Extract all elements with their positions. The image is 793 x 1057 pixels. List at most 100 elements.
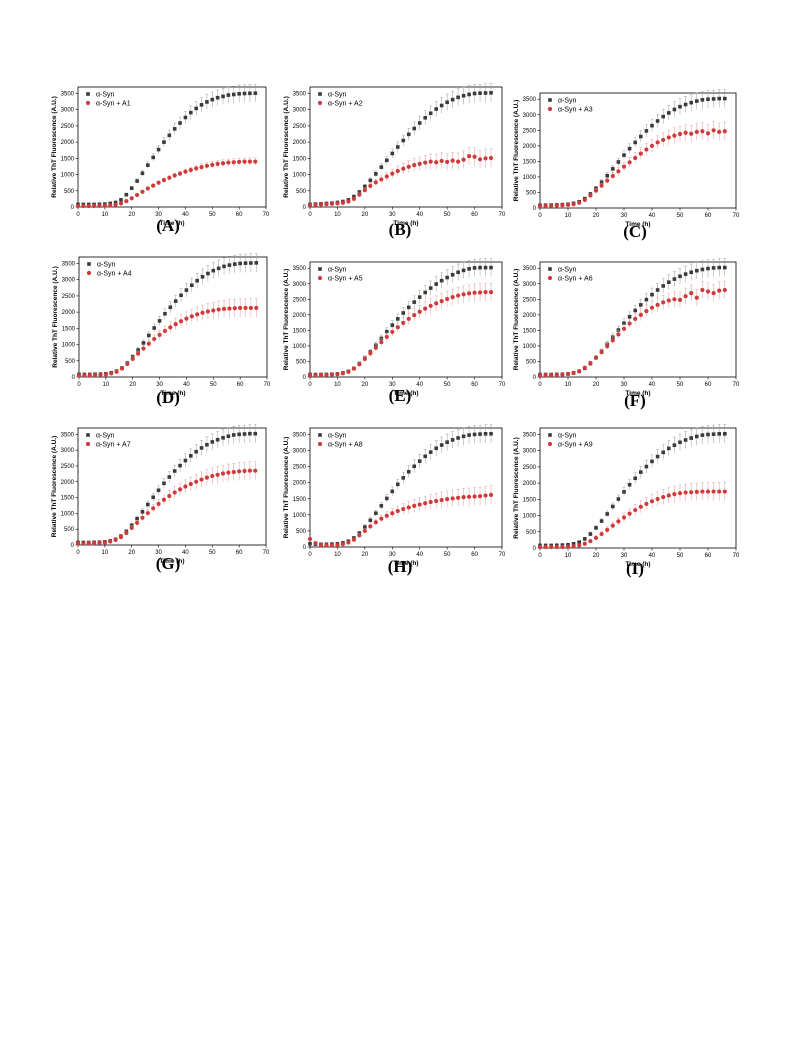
data-point — [622, 321, 626, 326]
y-tick-label: 1500 — [61, 496, 75, 502]
x-tick-label: 40 — [649, 213, 656, 219]
data-point — [711, 266, 716, 270]
data-point — [412, 464, 417, 469]
legend: α-Syn α-Syn + A7 — [85, 432, 131, 448]
data-point — [616, 169, 621, 174]
data-point — [666, 135, 671, 140]
y-tick-label: 1500 — [61, 156, 75, 162]
legend-marker-square — [87, 262, 91, 266]
data-point — [238, 261, 242, 266]
data-point — [243, 305, 248, 311]
data-point — [456, 270, 460, 275]
data-point — [627, 160, 632, 165]
data-point — [362, 528, 367, 534]
legend: α-Syn α-Syn + A5 — [317, 266, 363, 282]
data-point — [183, 115, 188, 120]
y-tick-label: 2000 — [293, 140, 307, 146]
x-tick-label: 20 — [593, 553, 600, 559]
data-point — [179, 293, 183, 298]
data-point — [423, 501, 428, 506]
data-point — [445, 100, 449, 105]
chart-panel-9: 0 10 20 30 40 50 60 70 0 500 1000 1500 2000 2500 3000 3… — [513, 424, 740, 568]
data-point — [231, 433, 236, 437]
data-point — [194, 479, 199, 484]
y-tick-label: 1500 — [293, 497, 307, 503]
x-tick-label: 30 — [621, 382, 628, 388]
data-point — [644, 464, 649, 469]
x-tick-label: 50 — [209, 550, 216, 556]
data-point — [340, 371, 346, 376]
data-point — [313, 541, 318, 546]
data-point — [318, 542, 324, 548]
data-point — [466, 153, 472, 159]
x-tick-label: 50 — [677, 553, 684, 559]
data-point — [216, 307, 221, 312]
data-point — [723, 265, 727, 270]
x-axis-title: Time (h) — [625, 561, 650, 568]
data-point — [705, 131, 711, 136]
data-point — [102, 203, 107, 208]
data-point — [478, 91, 482, 95]
data-point — [456, 95, 460, 100]
data-point — [434, 107, 438, 111]
data-point — [649, 499, 655, 504]
data-point — [220, 161, 226, 166]
data-point — [488, 492, 494, 497]
data-point — [97, 540, 102, 545]
data-point — [346, 540, 351, 545]
data-point — [215, 95, 220, 100]
data-point — [390, 329, 395, 335]
data-point — [199, 446, 204, 450]
data-point — [231, 469, 236, 475]
data-point — [689, 100, 693, 105]
y-tick-label: 2000 — [293, 313, 307, 319]
y-tick-label: 500 — [526, 190, 537, 196]
data-point — [215, 472, 220, 477]
data-point — [172, 490, 177, 495]
x-tick-label: 10 — [103, 382, 110, 388]
data-point — [428, 303, 433, 308]
data-point — [162, 328, 168, 334]
data-point — [706, 266, 710, 271]
data-point — [428, 499, 433, 505]
data-point — [200, 310, 205, 315]
x-tick-label: 30 — [155, 550, 162, 556]
data-point — [401, 320, 406, 326]
y-tick-label: 1000 — [61, 173, 75, 179]
data-point — [368, 351, 373, 356]
legend-label: α-Syn — [558, 97, 577, 104]
data-point — [661, 114, 665, 119]
x-tick-label: 60 — [236, 550, 243, 556]
x-tick-label: 60 — [236, 212, 243, 218]
data-point — [373, 345, 378, 350]
data-point — [678, 274, 682, 279]
panel-label: (H) — [387, 557, 413, 576]
data-point — [649, 143, 655, 148]
x-tick-label: 40 — [649, 382, 656, 388]
data-point — [168, 305, 173, 310]
data-point — [489, 265, 493, 270]
y-axis-title: Relative ThT Fluorescence (A.U.) — [283, 269, 290, 371]
data-point — [577, 200, 582, 205]
legend-label: α-Syn — [328, 432, 347, 439]
y-tick-label: 1500 — [293, 156, 307, 162]
legend-label: α-Syn + A9 — [558, 441, 593, 448]
data-point — [75, 203, 81, 209]
data-point — [373, 180, 378, 185]
legend-label: α-Syn + A5 — [328, 275, 363, 282]
data-point — [639, 303, 643, 307]
data-point — [599, 519, 604, 523]
data-point — [81, 203, 86, 209]
data-point — [439, 278, 444, 283]
data-point — [638, 312, 643, 317]
data-point — [655, 302, 660, 307]
data-point — [717, 489, 722, 494]
data-point — [461, 93, 466, 98]
data-point — [157, 319, 162, 323]
data-point — [700, 433, 705, 437]
data-point — [672, 297, 677, 302]
legend-marker-circle — [547, 275, 553, 281]
series-treated — [75, 157, 258, 209]
legend-marker-square — [548, 433, 552, 437]
data-point — [211, 268, 216, 273]
